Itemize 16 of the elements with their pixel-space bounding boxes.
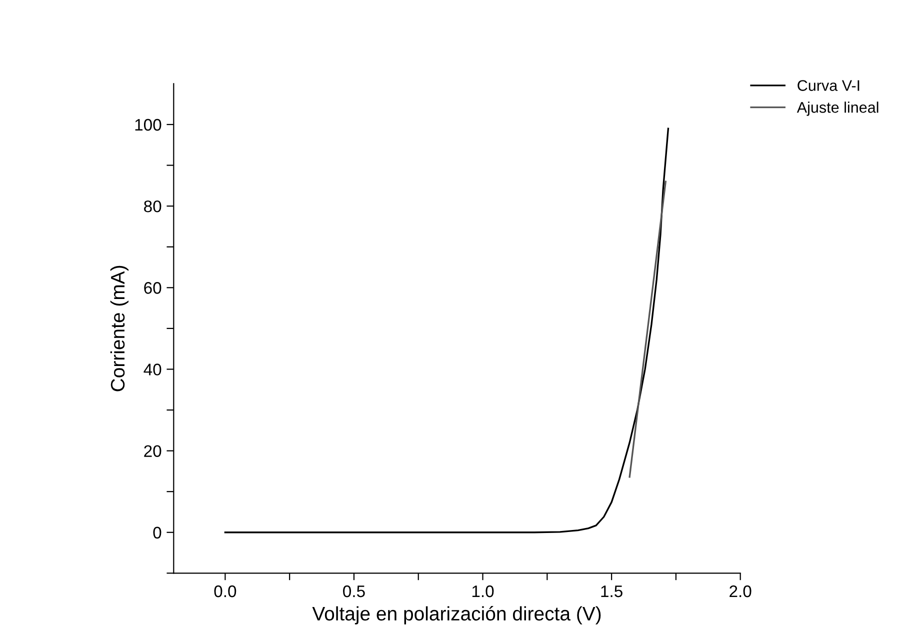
line-series	[224, 128, 670, 534]
x-tick-label: 1.5	[601, 586, 622, 598]
y-tick-label: 80	[144, 200, 162, 212]
y-axis-title: Corriente (mA)	[110, 266, 128, 392]
y-tick-label: 40	[144, 364, 162, 376]
y-tick-label: 60	[144, 282, 162, 294]
y-tick-label: 0	[153, 526, 162, 539]
x-tick-label: 0.0	[214, 585, 236, 598]
x-tick-label: 0.5	[343, 585, 365, 598]
x-axis-title: Voltaje en polarización directa (V)	[312, 606, 601, 624]
legend-label: Curva V-I	[798, 80, 860, 91]
y-tick-label: 100	[135, 118, 162, 131]
y-tick-label: 20	[144, 445, 162, 458]
x-tick-label: 1.0	[472, 585, 494, 598]
legend-label: Ajuste lineal	[796, 102, 878, 116]
x-tick-label: 2.0	[730, 585, 752, 598]
